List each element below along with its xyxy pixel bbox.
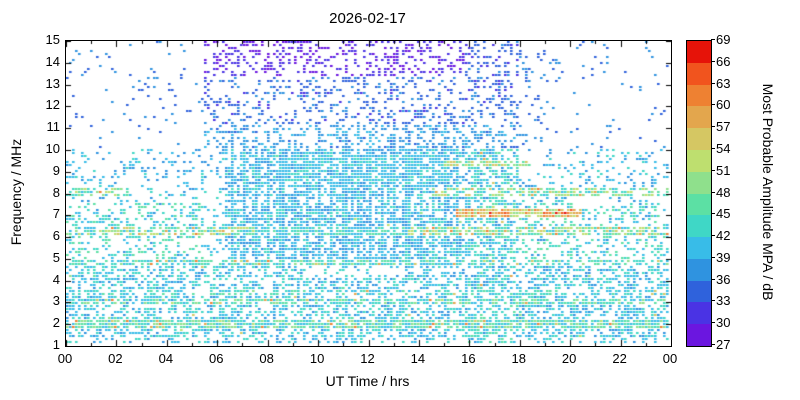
colorbar-segment <box>687 302 711 325</box>
colorbar-tick-label: 69 <box>716 32 731 47</box>
y-tick-label: 7 <box>52 206 60 222</box>
colorbar-tick-label: 63 <box>716 75 731 91</box>
colorbar-tick-mark <box>711 104 715 106</box>
y-tick-label: 4 <box>52 271 60 287</box>
colorbar-tick-mark <box>711 300 715 302</box>
x-tick-label: 00 <box>662 351 678 366</box>
colorbar-segment <box>687 193 711 216</box>
y-tick-label: 6 <box>52 228 60 244</box>
colorbar-tick-label: 48 <box>716 184 731 200</box>
colorbar-tick-label: 30 <box>716 315 731 331</box>
y-tick-label: 5 <box>52 249 60 265</box>
colorbar-segment <box>687 324 711 346</box>
colorbar-tick-mark <box>711 256 715 258</box>
colorbar-tick-mark <box>711 60 715 62</box>
colorbar-tick-mark <box>711 126 715 128</box>
colorbar-tick-mark <box>711 147 715 149</box>
colorbar-tick-label: 66 <box>716 53 731 69</box>
colorbar-tick-label: 42 <box>716 228 731 244</box>
colorbar-tick-mark <box>711 191 715 193</box>
colorbar-segment <box>687 84 711 107</box>
colorbar-tick-label: 36 <box>716 271 731 287</box>
x-tick-label: 04 <box>158 351 174 366</box>
colorbar-segment <box>687 149 711 172</box>
colorbar-tick-mark <box>711 213 715 215</box>
colorbar-tick-mark <box>711 82 715 84</box>
x-tick-label: 14 <box>410 351 426 366</box>
x-tick-label: 20 <box>561 351 577 366</box>
y-axis-label: Frequency / MHz <box>8 138 24 246</box>
y-tick-label: 11 <box>46 119 61 135</box>
colorbar-tick-label: 39 <box>716 249 731 265</box>
x-tick-label: 10 <box>309 351 325 366</box>
colorbar-tick-label: 33 <box>716 293 731 309</box>
y-tick-label: 3 <box>52 293 60 309</box>
colorbar-segment <box>687 62 711 85</box>
colorbar-segment <box>687 215 711 238</box>
y-tick-label: 15 <box>45 32 60 47</box>
colorbar-tick-label: 45 <box>716 206 731 222</box>
spectrogram-canvas <box>66 41 671 346</box>
chart-title: 2026-02-17 <box>329 10 406 27</box>
colorbar-segment <box>687 258 711 281</box>
colorbar-tick-label: 54 <box>716 140 731 156</box>
x-tick-label: 08 <box>259 351 274 366</box>
colorbar-segment <box>687 280 711 303</box>
x-axis-label: UT Time / hrs <box>325 373 410 389</box>
colorbar-tick-label: 57 <box>716 119 731 135</box>
colorbar-segment <box>687 237 711 259</box>
colorbar-tick-mark <box>711 344 715 345</box>
x-tick-label: 22 <box>612 351 627 366</box>
colorbar-tick-mark <box>711 235 715 237</box>
x-tick-label: 00 <box>57 351 73 366</box>
x-tick-label: 02 <box>108 351 123 366</box>
colorbar-tick-mark <box>711 322 715 324</box>
plot-area <box>65 40 672 347</box>
y-tick-label: 9 <box>52 162 60 178</box>
y-tick-label: 2 <box>52 315 60 331</box>
colorbar-segment <box>687 128 711 150</box>
y-tick-label: 12 <box>45 97 60 113</box>
colorbar-tick-mark <box>711 39 715 40</box>
colorbar-tick-mark <box>711 169 715 171</box>
colorbar-tick-label: 60 <box>716 97 731 113</box>
colorbar-tick-label: 27 <box>716 337 731 352</box>
colorbar-segment <box>687 41 711 63</box>
x-tick-label: 18 <box>511 351 526 366</box>
colorbar-segment <box>687 106 711 129</box>
y-tick-label: 8 <box>52 184 60 200</box>
colorbar-label: Most Probable Amplitude MPA / dB <box>760 83 776 301</box>
y-tick-label: 13 <box>45 75 60 91</box>
x-tick-label: 12 <box>360 351 375 366</box>
colorbar-tick-label: 51 <box>716 162 731 178</box>
y-tick-label: 10 <box>45 140 60 156</box>
colorbar-segment <box>687 171 711 194</box>
y-tick-label: 14 <box>45 53 60 69</box>
x-tick-label: 06 <box>209 351 224 366</box>
colorbar <box>686 40 712 347</box>
colorbar-tick-mark <box>711 278 715 280</box>
x-tick-label: 16 <box>461 351 476 366</box>
y-tick-label: 1 <box>52 337 60 352</box>
